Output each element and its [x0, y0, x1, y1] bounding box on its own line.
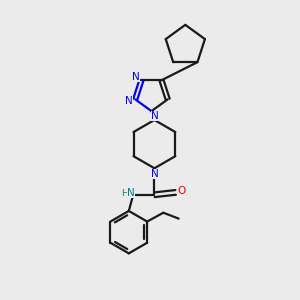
Text: N: N	[125, 96, 133, 106]
Text: H: H	[122, 189, 128, 198]
Text: N: N	[151, 169, 159, 178]
Text: N: N	[127, 188, 135, 198]
Text: O: O	[177, 186, 186, 196]
Text: N: N	[151, 110, 158, 121]
Text: N: N	[132, 72, 140, 82]
